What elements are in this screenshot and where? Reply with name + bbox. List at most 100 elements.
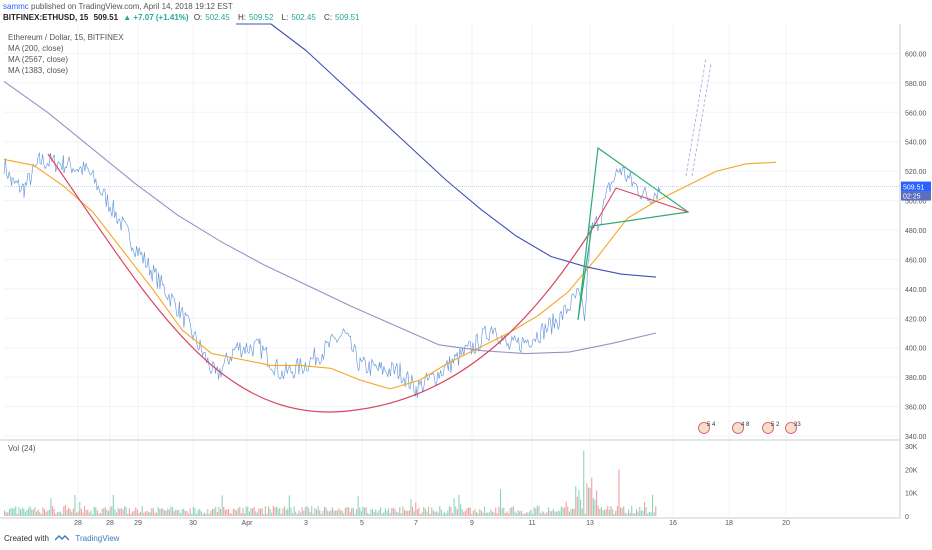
volume-bar	[66, 509, 68, 516]
volume-bar	[448, 506, 450, 516]
volume-bar	[55, 513, 57, 516]
volume-bar	[122, 509, 124, 516]
volume-bar	[71, 511, 73, 516]
volume-bar	[268, 506, 270, 516]
volume-bar	[258, 508, 260, 516]
volume-bar	[16, 513, 18, 516]
y-tick-label-5: 440.00	[905, 287, 927, 294]
volume-bar	[399, 507, 401, 516]
volume-bar	[594, 499, 596, 516]
volume-bar	[280, 513, 282, 516]
volume-bar	[487, 512, 489, 516]
volume-bar	[572, 508, 574, 516]
volume-bar	[384, 508, 386, 516]
volume-bar	[133, 510, 135, 516]
volume-bar	[576, 496, 578, 516]
volume-bar	[413, 511, 415, 516]
volume-legend[interactable]: Vol (24)	[8, 444, 36, 453]
volume-bar	[562, 507, 564, 516]
volume-bar	[343, 513, 345, 516]
volume-bar	[330, 510, 332, 516]
volume-bar	[152, 508, 154, 516]
volume-bar	[485, 512, 487, 516]
volume-bar	[52, 506, 54, 516]
volume-bar	[428, 506, 430, 516]
volume-bar	[239, 507, 241, 516]
volume-bar	[132, 511, 134, 516]
volume-bar	[568, 511, 570, 516]
volume-bar	[544, 513, 546, 516]
volume-bar	[207, 509, 209, 516]
volume-bar	[287, 508, 289, 516]
volume-bar	[628, 509, 630, 516]
volume-bar	[293, 506, 295, 516]
volume-bar	[188, 513, 190, 516]
volume-bar	[314, 508, 316, 516]
volume-bar	[21, 507, 23, 516]
volume-bar	[128, 508, 130, 516]
volume-bar	[172, 507, 174, 516]
volume-bar	[164, 510, 166, 516]
x-tick-label-10: 13	[586, 520, 594, 527]
last-price-value: 509.51	[93, 13, 119, 22]
volume-bar	[500, 489, 502, 516]
volume-bar	[106, 509, 108, 516]
volume-bar	[149, 512, 151, 516]
y-tick-label-8: 500.00	[905, 199, 927, 206]
volume-bar	[340, 510, 342, 516]
volume-bar	[650, 512, 652, 516]
y-tick-label-1: 360.00	[905, 405, 927, 412]
volume-bar	[130, 513, 132, 516]
volume-bar	[311, 506, 313, 516]
projection-drawing	[685, 57, 712, 177]
legend-title[interactable]: Ethereum / Dollar, 15, BITFINEX	[8, 33, 124, 42]
volume-bar	[368, 514, 370, 516]
volume-bar	[620, 507, 622, 516]
volume-bar	[296, 513, 298, 516]
volume-bar	[376, 512, 378, 516]
event-badge-3	[785, 422, 797, 434]
volume-bar	[263, 514, 265, 516]
legend-ma200[interactable]: MA (200, close)	[8, 44, 64, 53]
volume-bar	[511, 507, 513, 516]
volume-bar	[543, 512, 545, 516]
volume-bar	[488, 512, 490, 516]
volume-bar	[157, 507, 159, 516]
volume-bar	[276, 506, 278, 516]
volume-bar	[317, 506, 319, 516]
symbol: BITFINEX:ETHUSD, 15	[3, 13, 89, 22]
legend-ma2567[interactable]: MA (2567, close)	[8, 55, 69, 64]
volume-bar	[15, 506, 17, 516]
volume-bar	[496, 513, 498, 516]
y-tick-label-12: 580.00	[905, 81, 927, 88]
volume-bar	[292, 513, 294, 516]
volume-bar	[84, 506, 86, 516]
volume-tick-label-0: 0	[905, 514, 909, 521]
volume-bar	[114, 509, 116, 516]
volume-bar	[47, 510, 49, 516]
volume-bar	[397, 512, 399, 516]
volume-bar	[50, 498, 52, 516]
change-value: ▲ +7.07 (+1.41%)	[123, 13, 189, 22]
author-link[interactable]: sammc	[3, 2, 29, 11]
volume-bar	[367, 513, 369, 516]
volume-bar	[444, 511, 446, 516]
volume-bar	[40, 513, 42, 516]
x-tick-label-5: 3	[304, 520, 308, 527]
tradingview-brand-link[interactable]: TradingView	[75, 534, 120, 543]
volume-bar	[352, 507, 354, 516]
volume-bar	[373, 512, 375, 516]
volume-bar	[31, 509, 33, 516]
volume-bar	[175, 509, 177, 516]
x-tick-label-1: 28	[106, 520, 114, 527]
volume-bar	[74, 495, 76, 516]
volume-bar	[29, 506, 31, 516]
volume-bar	[615, 510, 617, 516]
volume-bar	[632, 513, 634, 516]
volume-bar	[319, 510, 321, 516]
volume-bar	[208, 513, 210, 516]
legend-ma1383[interactable]: MA (1383, close)	[8, 66, 69, 75]
volume-bar	[466, 508, 468, 516]
volume-bar	[564, 507, 566, 516]
